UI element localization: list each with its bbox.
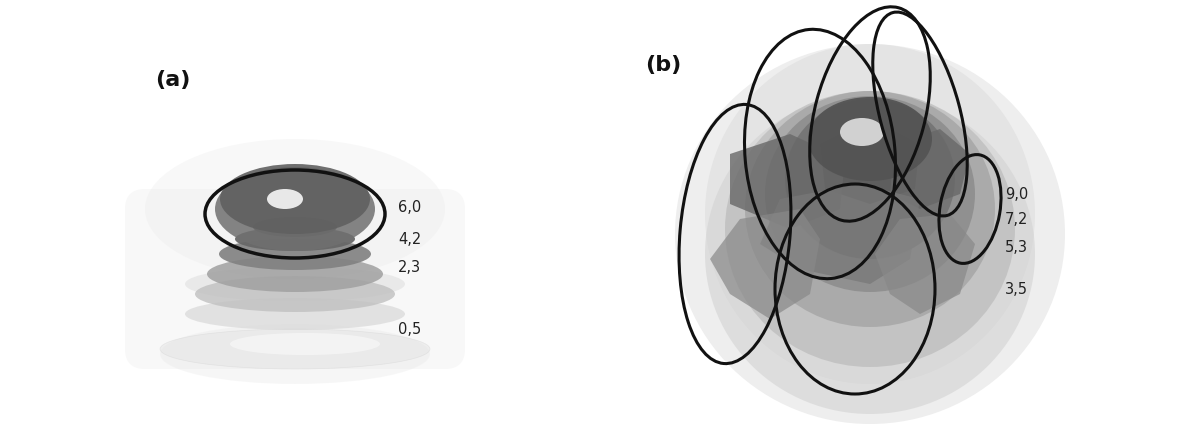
Ellipse shape — [230, 333, 380, 355]
Ellipse shape — [267, 190, 303, 209]
Ellipse shape — [808, 98, 932, 181]
Polygon shape — [875, 215, 975, 314]
Ellipse shape — [785, 100, 956, 259]
Polygon shape — [760, 184, 920, 284]
Ellipse shape — [704, 95, 1035, 414]
Ellipse shape — [184, 298, 405, 330]
Ellipse shape — [207, 256, 383, 292]
Text: 0,5: 0,5 — [397, 322, 421, 337]
Ellipse shape — [184, 267, 405, 302]
Polygon shape — [729, 135, 845, 230]
Ellipse shape — [675, 45, 1065, 424]
Text: 4,2: 4,2 — [397, 232, 421, 247]
Text: 2,3: 2,3 — [397, 260, 421, 275]
Ellipse shape — [253, 218, 337, 237]
Text: 5,3: 5,3 — [1006, 240, 1028, 255]
Ellipse shape — [220, 165, 370, 234]
Ellipse shape — [765, 97, 975, 292]
Polygon shape — [890, 130, 970, 209]
Ellipse shape — [840, 119, 884, 147]
Text: 6,0: 6,0 — [397, 200, 421, 215]
Ellipse shape — [215, 168, 375, 252]
Polygon shape — [820, 120, 920, 205]
Polygon shape — [710, 209, 820, 319]
Ellipse shape — [725, 92, 1015, 367]
Ellipse shape — [159, 324, 430, 384]
Ellipse shape — [219, 239, 371, 270]
Ellipse shape — [234, 227, 355, 252]
Text: 7,2: 7,2 — [1006, 212, 1028, 227]
Ellipse shape — [159, 329, 430, 369]
Text: 9,0: 9,0 — [1006, 187, 1028, 202]
Ellipse shape — [704, 45, 1035, 384]
Ellipse shape — [745, 92, 995, 327]
Ellipse shape — [145, 140, 445, 280]
Text: 3,5: 3,5 — [1006, 282, 1028, 297]
FancyBboxPatch shape — [125, 190, 465, 369]
Text: (a): (a) — [155, 70, 190, 90]
Ellipse shape — [195, 276, 395, 312]
Text: (b): (b) — [645, 55, 681, 75]
